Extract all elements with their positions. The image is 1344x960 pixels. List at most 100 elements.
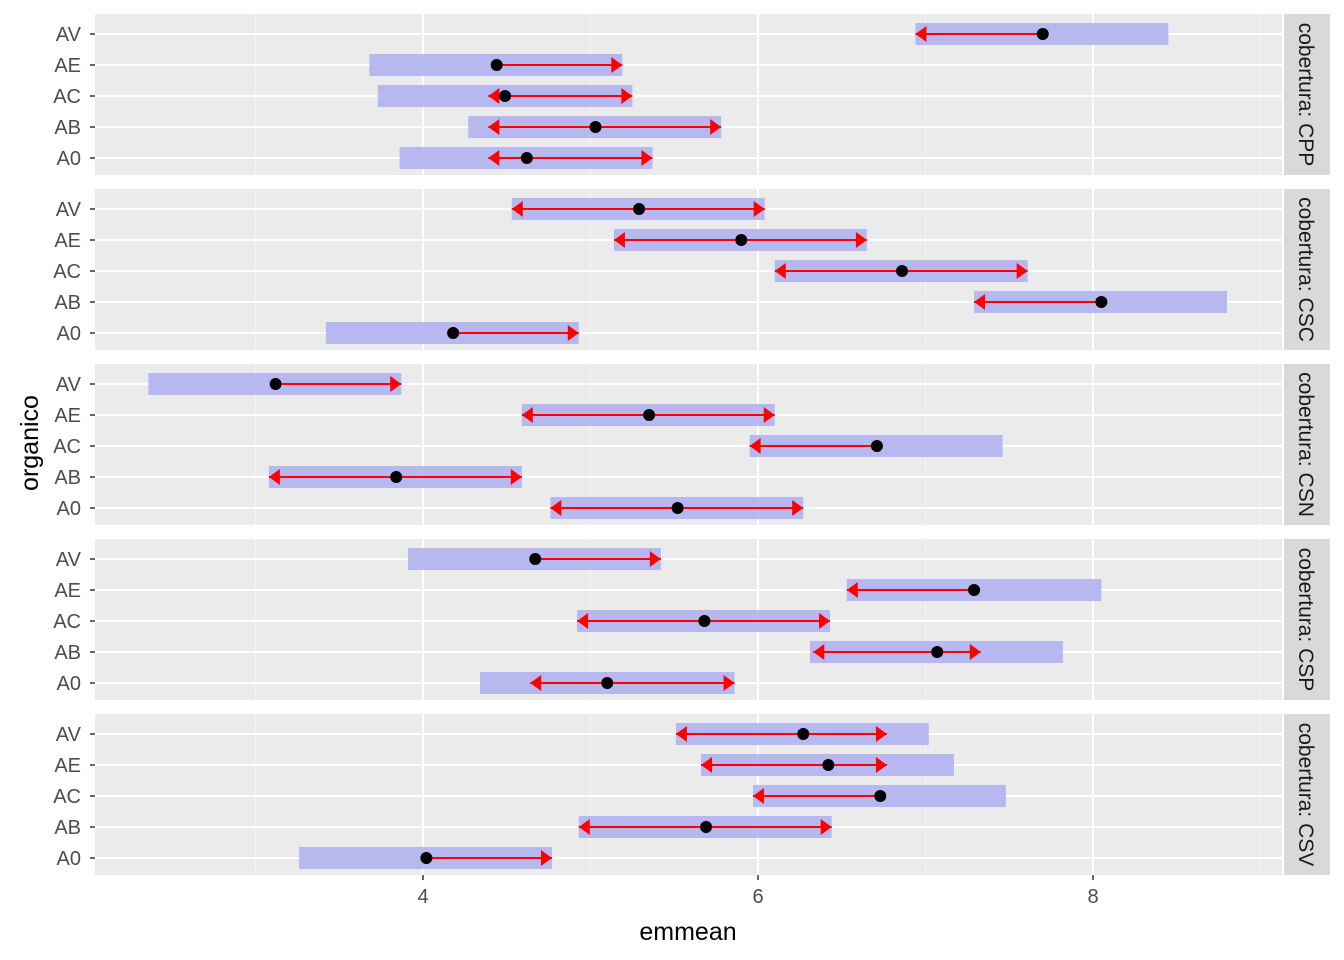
emmean-point bbox=[447, 327, 460, 339]
arrowhead-right bbox=[763, 407, 775, 423]
emmean-point bbox=[700, 821, 713, 833]
arrowhead-left bbox=[488, 150, 500, 166]
emmean-point bbox=[520, 152, 533, 164]
facet-strip bbox=[1284, 14, 1330, 175]
emmean-point bbox=[968, 584, 981, 596]
facet-strip-label: cobertura: CSN bbox=[1294, 372, 1317, 517]
arrowhead-left bbox=[774, 263, 786, 279]
facet-panel: A0 AB AC AE AV cobertura: CSN bbox=[53, 364, 1330, 525]
arrowhead-left bbox=[813, 644, 825, 660]
emmean-point bbox=[735, 234, 748, 246]
facet-panel: A0 AB AC AE AV cobertura: CSV bbox=[53, 714, 1330, 875]
emmean-point bbox=[698, 615, 711, 627]
y-tick-label: AB bbox=[54, 642, 81, 664]
y-tick-label: AB bbox=[54, 467, 81, 489]
emmean-point bbox=[529, 553, 542, 565]
y-tick-label: AV bbox=[56, 374, 82, 396]
y-tick-label: A0 bbox=[57, 498, 81, 520]
arrowhead-right bbox=[540, 850, 552, 866]
arrowhead-left bbox=[752, 788, 764, 804]
emmean-point bbox=[490, 59, 503, 71]
facet-strip bbox=[1284, 539, 1330, 700]
emmean-point bbox=[601, 677, 614, 689]
arrowhead-right bbox=[641, 150, 653, 166]
arrowhead-left bbox=[675, 726, 687, 742]
emmean-point bbox=[420, 852, 433, 864]
panels-layer: A0 AB AC AE AV cobertura: CPP A0 AB AC AE AV cobert… bbox=[53, 14, 1330, 875]
arrowhead-right bbox=[820, 819, 832, 835]
arrowhead-left bbox=[846, 582, 858, 598]
arrowhead-right bbox=[611, 57, 623, 73]
y-tick-label: A0 bbox=[57, 848, 81, 870]
x-axis: 4 6 8 bbox=[417, 875, 1099, 908]
arrowhead-right bbox=[969, 644, 981, 660]
y-tick-label: AC bbox=[53, 436, 81, 458]
x-tick-label: 4 bbox=[417, 886, 428, 908]
arrowhead-right bbox=[723, 675, 735, 691]
y-tick-label: A0 bbox=[57, 673, 81, 695]
arrowhead-right bbox=[710, 119, 722, 135]
y-tick-label: AV bbox=[56, 24, 82, 46]
arrowhead-right bbox=[1016, 263, 1028, 279]
emmean-point bbox=[822, 759, 835, 771]
y-tick-label: AC bbox=[53, 786, 81, 808]
emmean-point bbox=[589, 121, 602, 133]
facet-strip-label: cobertura: CSV bbox=[1294, 723, 1317, 867]
arrowhead-left bbox=[974, 294, 986, 310]
arrowhead-left bbox=[488, 119, 500, 135]
arrowhead-left bbox=[701, 757, 713, 773]
y-tick-label: AC bbox=[53, 86, 81, 108]
arrowhead-right bbox=[792, 500, 804, 516]
emmean-point bbox=[633, 203, 646, 215]
arrowhead-right bbox=[510, 469, 522, 485]
emmean-point bbox=[269, 378, 282, 390]
y-tick-label: AE bbox=[54, 405, 81, 427]
x-axis-title: emmean bbox=[639, 918, 736, 946]
arrowhead-left bbox=[613, 232, 625, 248]
y-tick-label: AV bbox=[56, 549, 82, 571]
y-axis-title: organico bbox=[16, 395, 44, 491]
emmean-point bbox=[931, 646, 944, 658]
y-tick-label: AC bbox=[53, 611, 81, 633]
arrowhead-left bbox=[488, 88, 500, 104]
emmean-point bbox=[1095, 296, 1108, 308]
arrowhead-left bbox=[915, 26, 927, 42]
y-tick-label: A0 bbox=[57, 148, 81, 170]
y-tick-label: AE bbox=[54, 55, 81, 77]
emmean-point bbox=[797, 728, 810, 740]
facet-strip bbox=[1284, 714, 1330, 875]
arrowhead-right bbox=[621, 88, 633, 104]
facet-strip-label: cobertura: CPP bbox=[1294, 23, 1317, 167]
y-tick-label: A0 bbox=[57, 323, 81, 345]
facet-panel: A0 AB AC AE AV cobertura: CPP bbox=[53, 14, 1330, 175]
arrowhead-right bbox=[390, 376, 402, 392]
x-tick-label: 6 bbox=[752, 886, 763, 908]
arrowhead-left bbox=[749, 438, 761, 454]
y-tick-label: AE bbox=[54, 755, 81, 777]
facet-panel: A0 AB AC AE AV cobertura: CSC bbox=[53, 189, 1330, 350]
arrowhead-right bbox=[649, 551, 661, 567]
facet-strip bbox=[1284, 189, 1330, 350]
arrowhead-left bbox=[521, 407, 533, 423]
arrowhead-left bbox=[530, 675, 542, 691]
emmean-point bbox=[671, 502, 684, 514]
facet-strip-label: cobertura: CSP bbox=[1294, 548, 1317, 692]
y-tick-label: AE bbox=[54, 580, 81, 602]
y-tick-label: AC bbox=[53, 261, 81, 283]
emmean-point bbox=[1036, 28, 1049, 40]
emmean-point bbox=[499, 90, 512, 102]
arrowhead-right bbox=[875, 757, 887, 773]
x-tick-label: 8 bbox=[1087, 886, 1098, 908]
arrowhead-left bbox=[268, 469, 280, 485]
arrowhead-right bbox=[875, 726, 887, 742]
emmean-point bbox=[643, 409, 656, 421]
emmean-point bbox=[390, 471, 403, 483]
arrowhead-left bbox=[550, 500, 562, 516]
arrowhead-left bbox=[511, 201, 523, 217]
y-tick-label: AV bbox=[56, 199, 82, 221]
y-tick-label: AE bbox=[54, 230, 81, 252]
y-tick-label: AV bbox=[56, 724, 82, 746]
y-tick-label: AB bbox=[54, 117, 81, 139]
arrowhead-left bbox=[578, 819, 590, 835]
